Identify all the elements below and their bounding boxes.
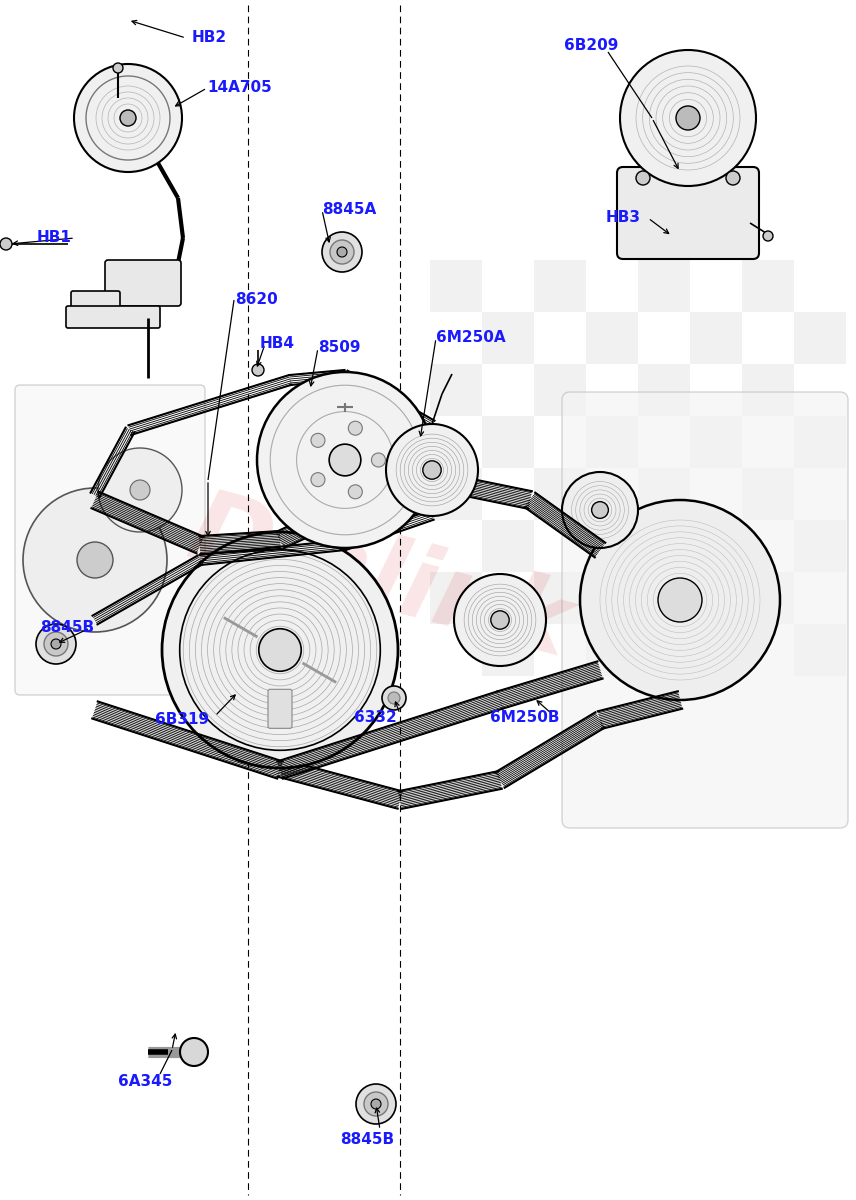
Bar (638, 468, 690, 520)
Bar (794, 312, 846, 364)
Circle shape (162, 532, 398, 768)
FancyBboxPatch shape (71, 290, 120, 320)
Text: 6M250B: 6M250B (490, 710, 560, 726)
Bar (690, 520, 742, 572)
Circle shape (337, 247, 347, 257)
Bar (638, 572, 690, 624)
Circle shape (311, 433, 325, 448)
Circle shape (726, 170, 740, 185)
Bar (586, 520, 638, 572)
Text: 8845A: 8845A (322, 203, 377, 217)
Bar (430, 260, 482, 312)
Circle shape (371, 1099, 381, 1109)
Circle shape (77, 542, 113, 578)
Bar (430, 468, 482, 520)
Circle shape (257, 372, 433, 548)
Bar (430, 364, 482, 416)
Bar (586, 312, 638, 364)
Text: 6B319: 6B319 (155, 713, 209, 727)
Circle shape (423, 461, 441, 479)
Circle shape (113, 62, 123, 73)
Circle shape (388, 692, 400, 704)
Circle shape (580, 500, 780, 700)
Bar (534, 364, 586, 416)
Circle shape (591, 502, 609, 518)
Bar (794, 624, 846, 676)
Bar (482, 312, 534, 364)
FancyBboxPatch shape (105, 260, 181, 306)
Circle shape (130, 480, 150, 500)
Bar (742, 572, 794, 624)
Circle shape (620, 50, 756, 186)
Circle shape (386, 424, 478, 516)
Circle shape (51, 638, 61, 649)
Text: 6M250A: 6M250A (436, 330, 506, 346)
FancyBboxPatch shape (617, 167, 759, 259)
Circle shape (454, 574, 546, 666)
Text: 6B209: 6B209 (564, 38, 618, 54)
Bar (586, 624, 638, 676)
Text: HB1: HB1 (37, 230, 72, 246)
Bar (638, 364, 690, 416)
Circle shape (252, 364, 264, 376)
Circle shape (322, 232, 362, 272)
Bar (586, 416, 638, 468)
Bar (794, 520, 846, 572)
Text: 14A705: 14A705 (207, 80, 271, 96)
FancyBboxPatch shape (268, 689, 292, 728)
Circle shape (311, 473, 325, 487)
Bar (638, 260, 690, 312)
Circle shape (36, 624, 76, 664)
Circle shape (763, 230, 773, 241)
Circle shape (0, 238, 12, 250)
FancyBboxPatch shape (66, 306, 160, 328)
Circle shape (74, 64, 182, 172)
Bar (742, 364, 794, 416)
Circle shape (636, 170, 650, 185)
Circle shape (23, 488, 167, 632)
Bar (430, 572, 482, 624)
Circle shape (120, 110, 136, 126)
Circle shape (348, 421, 362, 436)
Bar (690, 312, 742, 364)
Circle shape (364, 1092, 388, 1116)
Bar (534, 468, 586, 520)
Bar (690, 624, 742, 676)
Bar (742, 468, 794, 520)
Circle shape (330, 240, 354, 264)
Text: 8620: 8620 (235, 293, 277, 307)
Bar (482, 520, 534, 572)
Circle shape (259, 629, 301, 671)
Circle shape (348, 485, 362, 499)
Text: HB3: HB3 (606, 210, 641, 226)
FancyBboxPatch shape (15, 385, 205, 695)
Circle shape (180, 1038, 208, 1066)
Bar (482, 624, 534, 676)
Circle shape (98, 448, 182, 532)
Text: 6332: 6332 (354, 710, 396, 726)
Circle shape (372, 452, 385, 467)
Text: 8509: 8509 (318, 341, 360, 355)
Circle shape (356, 1084, 396, 1124)
Text: HB4: HB4 (260, 336, 295, 352)
Bar (534, 572, 586, 624)
Circle shape (382, 686, 406, 710)
Bar (742, 260, 794, 312)
FancyBboxPatch shape (562, 392, 848, 828)
Bar (690, 416, 742, 468)
Circle shape (658, 578, 702, 622)
Text: 6A345: 6A345 (118, 1074, 172, 1090)
Circle shape (562, 472, 638, 548)
Bar (794, 416, 846, 468)
Bar (482, 416, 534, 468)
Circle shape (330, 444, 361, 476)
Circle shape (490, 611, 509, 629)
Text: Dialink: Dialink (179, 482, 581, 678)
Bar (534, 260, 586, 312)
Circle shape (676, 106, 700, 130)
Text: 8845B: 8845B (40, 620, 94, 636)
Circle shape (44, 632, 68, 656)
Text: HB2: HB2 (192, 30, 227, 46)
Text: 8845B: 8845B (340, 1133, 394, 1147)
